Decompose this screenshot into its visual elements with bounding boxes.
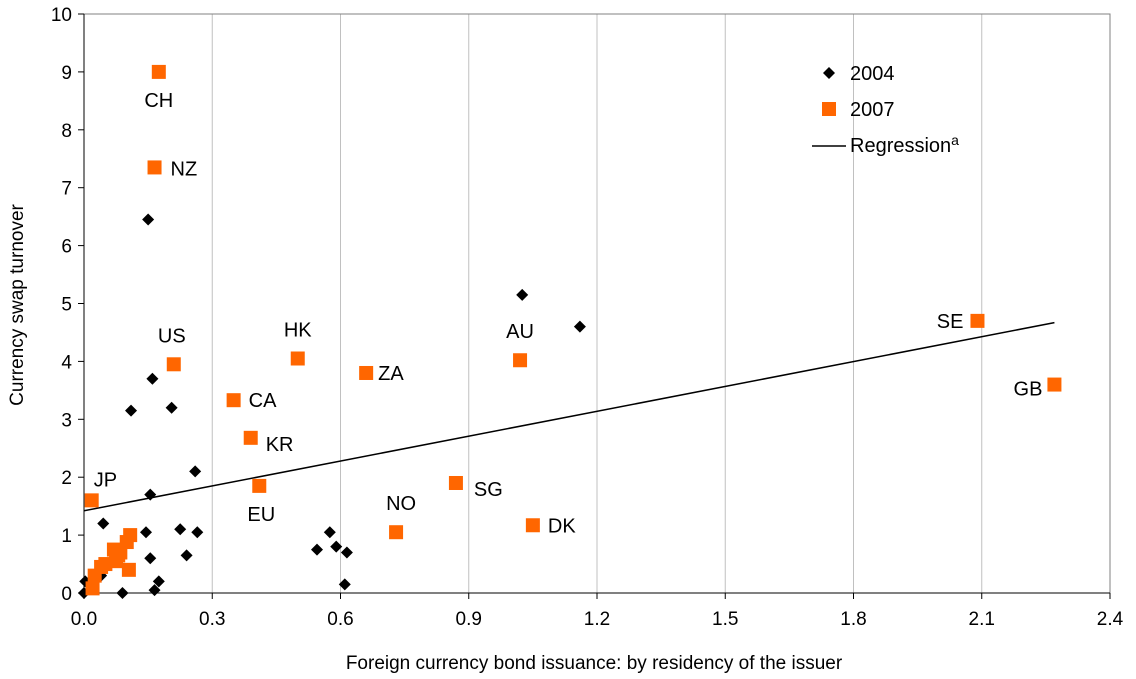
- data-point-2004: [516, 288, 529, 301]
- data-point-2004: [330, 540, 343, 553]
- y-tick-label: 2: [61, 468, 72, 489]
- data-point-2007: [389, 525, 404, 540]
- y-tick-label: 1: [61, 526, 72, 547]
- point-label-sg: SG: [474, 479, 503, 501]
- data-point-2004: [144, 488, 157, 501]
- y-tick-label: 4: [61, 352, 72, 373]
- y-tick-label: 7: [61, 179, 72, 200]
- data-point-2004: [338, 578, 351, 591]
- point-label-gb: GB: [1014, 379, 1043, 401]
- data-point-2007: [448, 475, 463, 490]
- x-tick-label: 1.5: [712, 609, 738, 630]
- legend-marker-2004: [823, 67, 835, 79]
- data-point-2004: [125, 404, 138, 417]
- x-tick-label: 1.2: [584, 609, 610, 630]
- data-point-2007: [121, 562, 136, 577]
- point-label-za: ZA: [378, 363, 404, 385]
- legend: 2004 2007 Regressiona: [812, 63, 959, 157]
- data-point-2004: [152, 575, 165, 588]
- x-tick-label: 1.8: [840, 609, 866, 630]
- point-label-jp: JP: [94, 469, 117, 491]
- point-label-nz: NZ: [171, 158, 198, 180]
- legend-label-regression: Regressiona: [850, 132, 959, 157]
- point-label-dk: DK: [548, 515, 576, 537]
- data-point-2004: [191, 526, 204, 539]
- x-tick-label: 2.4: [1097, 609, 1124, 630]
- y-tick-label: 9: [61, 63, 72, 84]
- data-point-2004: [165, 401, 178, 414]
- data-point-2004: [310, 543, 323, 556]
- data-point-2004: [323, 526, 336, 539]
- data-point-2007: [243, 430, 258, 445]
- y-tick-label: 5: [61, 295, 72, 316]
- point-label-kr: KR: [266, 434, 294, 456]
- x-tick-label: 0.3: [199, 609, 225, 630]
- legend-label-2007: 2007: [850, 99, 895, 121]
- data-point-2007: [290, 351, 305, 366]
- data-point-2004: [116, 587, 129, 599]
- data-point-2004: [142, 213, 155, 226]
- point-label-us: US: [158, 325, 186, 347]
- y-tick-label: 6: [61, 237, 72, 258]
- point-label-hk: HK: [284, 320, 312, 342]
- point-label-se: SE: [937, 311, 964, 333]
- data-point-2007: [151, 64, 166, 79]
- data-point-2007: [123, 528, 138, 543]
- point-label-eu: EU: [247, 504, 275, 526]
- x-tick-label: 0.9: [456, 609, 482, 630]
- point-label-ch: CH: [144, 90, 173, 112]
- y-axis-title: Currency swap turnover: [7, 203, 28, 405]
- data-point-2004: [148, 584, 161, 597]
- data-point-2007: [1047, 377, 1062, 392]
- data-point-2007: [226, 393, 241, 408]
- x-tick-label: 0.6: [327, 609, 353, 630]
- data-point-2004: [144, 552, 157, 565]
- x-tick-label: 0.0: [71, 609, 97, 630]
- data-point-2007: [98, 557, 113, 572]
- data-point-2004: [97, 517, 110, 530]
- point-label-no: NO: [386, 493, 416, 515]
- series-2007: [84, 64, 1062, 596]
- data-point-2004: [174, 523, 187, 536]
- y-tick-label: 0: [61, 584, 72, 605]
- x-tick-label: 2.1: [969, 609, 995, 630]
- data-point-2004: [146, 372, 159, 385]
- regression-line: [83, 321, 1055, 512]
- legend-marker-2007: [822, 102, 836, 116]
- data-point-2007: [252, 478, 267, 493]
- data-point-2007: [84, 493, 99, 508]
- x-axis-title: Foreign currency bond issuance: by resid…: [346, 653, 843, 674]
- legend-regression-superscript: a: [951, 132, 959, 148]
- data-point-2004: [139, 526, 152, 539]
- data-point-2007: [359, 365, 374, 380]
- point-labels: JP NZ CH US CA KR EU HK ZA NO SG AU DK SE GB: [94, 90, 1043, 537]
- y-tick-label: 10: [51, 5, 72, 26]
- data-point-2007: [166, 357, 181, 372]
- y-tick-label: 8: [61, 121, 72, 142]
- axes: 0.0 0.3 0.6 0.9 1.2 1.5 1.8 2.1 2.4 0 1 2 3 4 5 6 7 8 9 10: [51, 5, 1124, 630]
- point-label-ca: CA: [249, 390, 277, 412]
- data-point-2007: [147, 160, 162, 175]
- data-point-2007: [85, 581, 100, 596]
- data-point-2007: [525, 518, 540, 533]
- data-point-2004: [340, 546, 353, 559]
- data-point-2004: [573, 320, 586, 333]
- data-point-2004: [189, 465, 202, 478]
- regression-line-group: [83, 321, 1055, 512]
- data-point-2007: [970, 313, 985, 328]
- legend-label-2004: 2004: [850, 63, 895, 85]
- data-point-2007: [513, 353, 528, 368]
- point-label-au: AU: [506, 321, 534, 343]
- data-point-2004: [180, 549, 193, 562]
- y-tick-label: 3: [61, 410, 72, 431]
